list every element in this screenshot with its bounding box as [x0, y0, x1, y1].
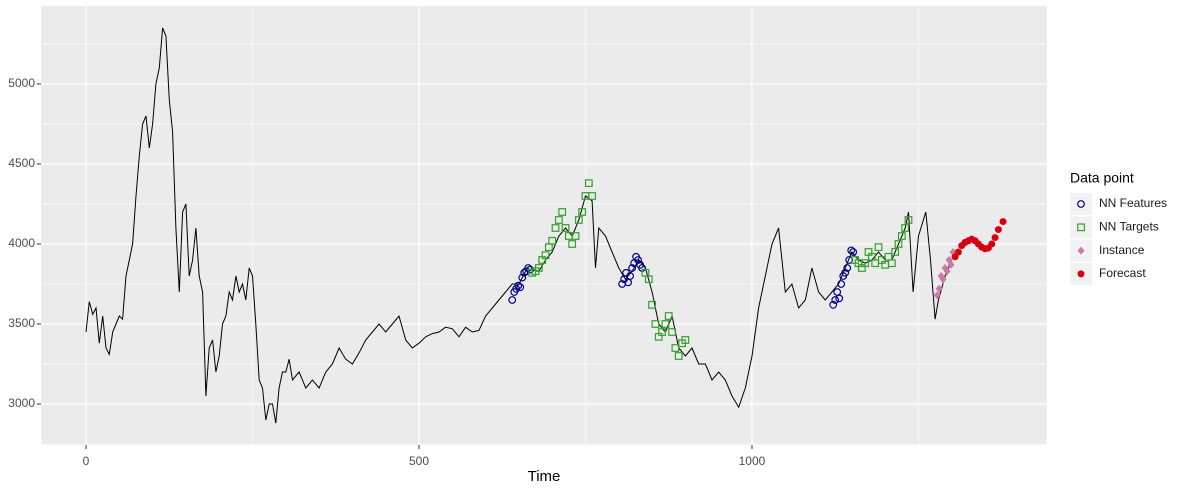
- legend-label: NN Features: [1099, 196, 1167, 210]
- point: [897, 232, 906, 240]
- point: [648, 300, 656, 309]
- point: [658, 328, 666, 336]
- point: [1077, 223, 1085, 232]
- legend-label: Instance: [1099, 243, 1145, 257]
- point: [514, 281, 523, 290]
- series-line: [85, 27, 953, 424]
- point: [516, 283, 525, 292]
- point: [841, 268, 850, 277]
- y-tick-label: 3000: [8, 396, 35, 410]
- point: [831, 296, 840, 304]
- point: [999, 218, 1007, 226]
- point: [671, 344, 680, 352]
- point: [578, 208, 587, 216]
- point: [847, 246, 856, 255]
- point: [994, 226, 1002, 234]
- point: [894, 240, 903, 248]
- point: [901, 224, 910, 232]
- point: [845, 256, 854, 264]
- legend: Data point NN Features NN Targets Instance…: [1070, 170, 1167, 285]
- point: [1077, 246, 1085, 255]
- point: [874, 243, 883, 252]
- point: [861, 259, 870, 268]
- y-tick-label: 5000: [8, 76, 35, 90]
- legend-label: NN Targets: [1099, 219, 1159, 233]
- x-tick-label: 1000: [739, 454, 766, 468]
- point: [988, 240, 996, 248]
- point: [954, 248, 962, 256]
- y-tick-label: 4000: [8, 236, 35, 250]
- point: [843, 264, 852, 272]
- point: [651, 320, 660, 328]
- point: [837, 280, 846, 288]
- x-tick-label: 0: [83, 454, 90, 468]
- point: [1077, 200, 1085, 208]
- point: [887, 259, 896, 268]
- legend-key: [1070, 193, 1092, 215]
- plot-area: [85, 27, 1007, 424]
- point: [904, 216, 913, 224]
- point: [933, 291, 941, 300]
- point: [626, 272, 635, 280]
- legend-title: Data point: [1070, 170, 1134, 186]
- point: [661, 320, 670, 328]
- point: [664, 312, 673, 320]
- point: [588, 192, 597, 200]
- point: [681, 336, 690, 344]
- grid: [41, 6, 1047, 445]
- point: [568, 240, 577, 248]
- point: [554, 216, 563, 224]
- point: [628, 264, 637, 272]
- x-axis-title: Time: [528, 468, 561, 485]
- point: [558, 208, 567, 216]
- x-tick-label: 500: [409, 454, 429, 468]
- point: [939, 275, 947, 284]
- point: [584, 179, 593, 188]
- legend-key: [1070, 216, 1092, 239]
- point: [849, 248, 858, 256]
- point: [520, 268, 529, 277]
- point: [524, 264, 533, 272]
- point: [541, 251, 550, 260]
- y-tick-label: 4500: [8, 156, 35, 170]
- point: [835, 294, 844, 303]
- point: [534, 264, 543, 272]
- legend-label: Forecast: [1099, 266, 1146, 280]
- plot-panel: [41, 6, 1047, 445]
- point: [674, 352, 683, 360]
- point: [571, 232, 580, 240]
- point: [548, 236, 557, 245]
- point: [668, 328, 676, 336]
- point: [991, 234, 999, 242]
- point: [1077, 270, 1085, 278]
- point: [644, 275, 653, 284]
- point: [634, 256, 643, 264]
- point: [891, 248, 900, 256]
- point: [935, 284, 943, 293]
- point: [943, 267, 951, 276]
- point: [561, 224, 570, 232]
- point: [947, 260, 955, 269]
- point: [551, 224, 560, 232]
- y-tick-label: 3500: [8, 316, 35, 330]
- point: [829, 300, 838, 309]
- point: [508, 296, 517, 304]
- point: [574, 216, 583, 224]
- point: [518, 273, 527, 282]
